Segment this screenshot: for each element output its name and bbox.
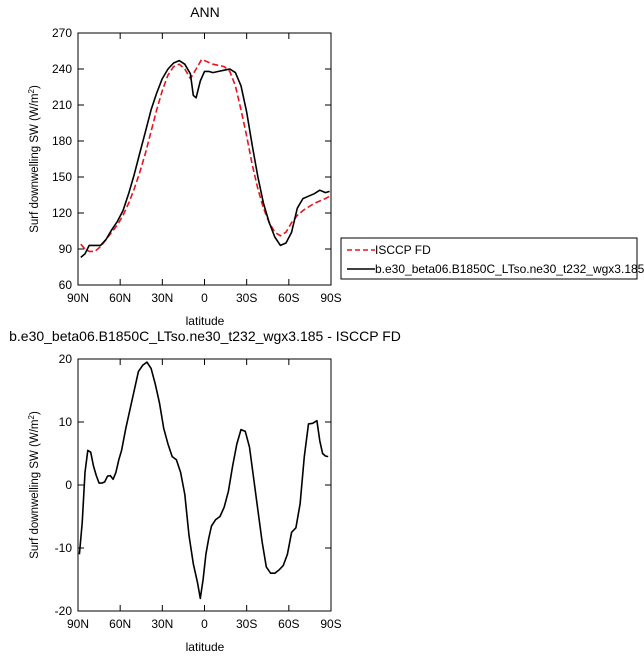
- bottom-chart-title: b.e30_beta06.B1850C_LTso.ne30_t232_wgx3.…: [9, 328, 401, 344]
- legend-label-model: b.e30_beta06.B1850C_LTso.ne30_t232_wgx3.…: [375, 262, 644, 276]
- bottom-x-tick-label: 0: [201, 617, 208, 631]
- top-x-axis-label: latitude: [186, 314, 225, 328]
- bottom-x-tick-label: 90N: [67, 617, 89, 631]
- bottom-y-tick-label: 20: [59, 352, 73, 366]
- top-series-line-1: [80, 59, 330, 259]
- top-x-tick-label: 30S: [236, 291, 257, 305]
- top-y-axis-label-superscript: 2: [27, 88, 36, 93]
- bottom-y-axis-label: Surf downwelling SW (W/m2): [27, 411, 41, 559]
- top-x-tick-label: 0: [201, 291, 208, 305]
- top-y-axis-label-main: Surf downwelling SW (W/m: [29, 93, 41, 232]
- bottom-y-tick-label: -10: [55, 541, 73, 555]
- top-chart-title: ANN: [190, 4, 220, 20]
- bottom-x-axis: 90N 60N 30N 0 30S 60S 90S: [67, 359, 342, 631]
- top-x-tick-label: 60N: [109, 291, 131, 305]
- top-x-tick-label: 60S: [278, 291, 299, 305]
- bottom-y-axis-label-close: ): [29, 411, 41, 415]
- bottom-y-axis-label-superscript: 2: [27, 414, 36, 419]
- bottom-series-line-0: [78, 361, 329, 600]
- bottom-y-tick-label: 0: [65, 478, 72, 492]
- top-x-tick-label: 30N: [151, 291, 173, 305]
- top-y-tick-label: 90: [59, 242, 73, 256]
- top-y-tick-label: 270: [52, 26, 72, 40]
- top-x-tick-label: 90N: [67, 291, 89, 305]
- top-chart: ANN 60 90 120 150 180 210 240 270 90N 60N 30N 0 30S…: [27, 4, 644, 328]
- legend: ISCCP FD b.e30_beta06.B1850C_LTso.ne30_t…: [340, 237, 644, 280]
- top-y-axis-label-close: ): [29, 85, 41, 89]
- top-series-lines: [80, 58, 330, 259]
- bottom-series-lines: [78, 361, 329, 600]
- bottom-x-tick-label: 30S: [236, 617, 257, 631]
- top-y-axis: 60 90 120 150 180 210 240 270: [52, 26, 331, 292]
- bottom-y-axis: -20 -10 0 10 20: [55, 352, 331, 618]
- bottom-y-tick-label: 10: [59, 415, 73, 429]
- bottom-x-tick-label: 60S: [278, 617, 299, 631]
- top-y-tick-label: 120: [52, 206, 72, 220]
- top-series-line-0: [80, 58, 330, 253]
- legend-label-isccp: ISCCP FD: [375, 243, 431, 257]
- bottom-x-tick-label: 30N: [151, 617, 173, 631]
- top-y-tick-label: 150: [52, 170, 72, 184]
- top-y-tick-label: 60: [59, 278, 73, 292]
- bottom-x-axis-label: latitude: [186, 640, 225, 654]
- bottom-y-axis-label-main: Surf downwelling SW (W/m: [29, 419, 41, 558]
- bottom-y-tick-label: -20: [55, 604, 73, 618]
- bottom-x-tick-label: 60N: [109, 617, 131, 631]
- top-y-tick-label: 180: [52, 134, 72, 148]
- top-x-tick-label: 90S: [320, 291, 341, 305]
- top-x-axis: 90N 60N 30N 0 30S 60S 90S: [67, 33, 342, 305]
- top-y-axis-label: Surf downwelling SW (W/m2): [27, 85, 41, 233]
- bottom-x-tick-label: 90S: [320, 617, 341, 631]
- top-y-tick-label: 240: [52, 62, 72, 76]
- legend-box: [340, 237, 638, 280]
- top-y-tick-label: 210: [52, 98, 72, 112]
- bottom-chart: b.e30_beta06.B1850C_LTso.ne30_t232_wgx3.…: [9, 328, 401, 654]
